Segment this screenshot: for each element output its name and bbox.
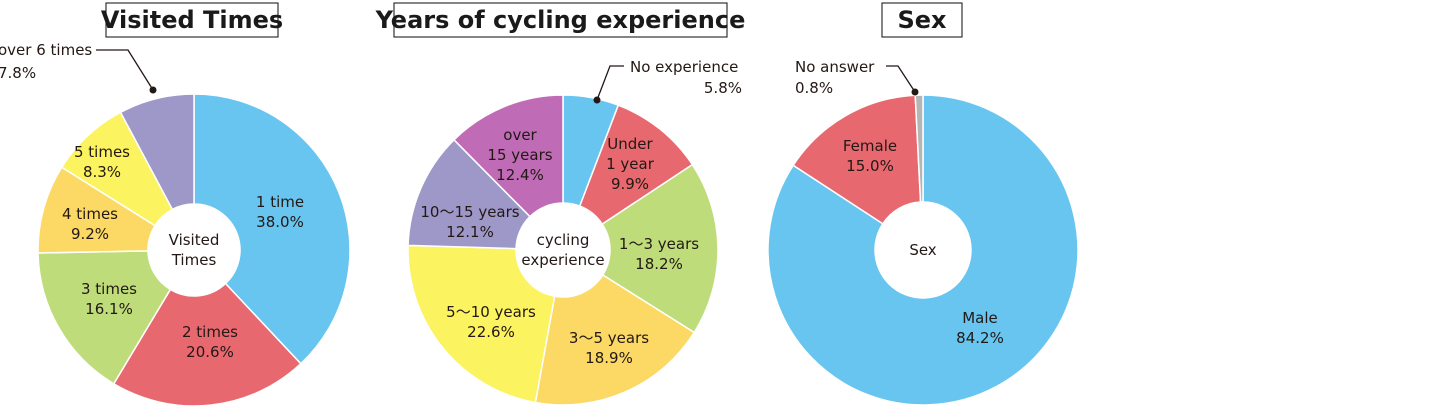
center-label: cycling (537, 231, 590, 249)
slice-label-over-15-years: over (503, 126, 537, 144)
leader-line (886, 65, 916, 93)
slice-label-1-time: 1 time (256, 193, 304, 211)
slice-label-3-to-5-years: 3〜5 years (569, 329, 649, 347)
slice-label-1-time: 38.0% (256, 213, 304, 231)
chart-title: Sex (897, 6, 947, 34)
center-label: experience (521, 251, 604, 269)
center-label: Sex (909, 241, 936, 259)
chart-title-box (393, 2, 728, 38)
slice-label-3-times: 3 times (81, 280, 137, 298)
slice-label-1-to-3-years: 18.2% (635, 255, 683, 273)
slice-label-over-15-years: 15 years (487, 146, 552, 164)
slice-label-5-to-10-years: 5〜10 years (446, 303, 536, 321)
slice-label-5-times: 8.3% (83, 163, 121, 181)
donut-center (148, 204, 240, 296)
chart-years-of-cycling-experience: Years of cycling experience No experience… (375, 2, 746, 406)
slice-label-2-times: 20.6% (186, 343, 234, 361)
slice-label-no-answer: 0.8% (795, 79, 833, 97)
slice-label-over-6-times: 7.8% (0, 64, 36, 82)
slice-label-no-answer: No answer (795, 58, 875, 76)
slice-label-5-times: 5 times (74, 143, 130, 161)
leader-line (96, 49, 154, 91)
slice-label-under-1-year: 9.9% (611, 175, 649, 193)
slice-label-2-times: 2 times (182, 323, 238, 341)
chart-title: Years of cycling experience (375, 6, 746, 34)
chart-visited-times: Visited Times 1 time 38.0% 2 times 20.6% 3 ti… (0, 2, 351, 406)
slice-label-over-6-times: over 6 times (0, 41, 92, 59)
center-label: Times (171, 251, 217, 269)
slice-label-no-experience: No experience (630, 58, 738, 76)
chart-sex: Sex Male 84.2% Female 15.0% No answer 0.8% Sex (767, 2, 1079, 406)
slice-label-3-to-5-years: 18.9% (585, 349, 633, 367)
leader-dot (911, 88, 919, 96)
slice-label-male: 84.2% (956, 329, 1004, 347)
chart-title: Visited Times (101, 6, 283, 34)
leader-dot (593, 96, 601, 104)
slice-label-3-times: 16.1% (85, 300, 133, 318)
slice-label-under-1-year: 1 year (606, 155, 655, 173)
donut-center (516, 203, 610, 297)
slice-label-4-times: 4 times (62, 205, 118, 223)
slice-label-5-to-10-years: 22.6% (467, 323, 515, 341)
slice-label-female: 15.0% (846, 157, 894, 175)
slice-label-under-1-year: Under (607, 135, 653, 153)
slice-label-male: Male (962, 309, 998, 327)
leader-line (596, 65, 624, 101)
chart-title-box (105, 2, 279, 38)
leader-dot (149, 86, 157, 94)
slice-label-4-times: 9.2% (71, 225, 109, 243)
chart-title-box (881, 2, 963, 38)
donut-center (875, 202, 971, 298)
slice-label-10-to-15-years: 10〜15 years (420, 203, 519, 221)
slice-label-10-to-15-years: 12.1% (446, 223, 494, 241)
slice-label-no-experience: 5.8% (704, 79, 742, 97)
center-label: Visited (169, 231, 220, 249)
slice-label-1-to-3-years: 1〜3 years (619, 235, 699, 253)
slice-label-over-15-years: 12.4% (496, 166, 544, 184)
slice-label-female: Female (843, 137, 897, 155)
